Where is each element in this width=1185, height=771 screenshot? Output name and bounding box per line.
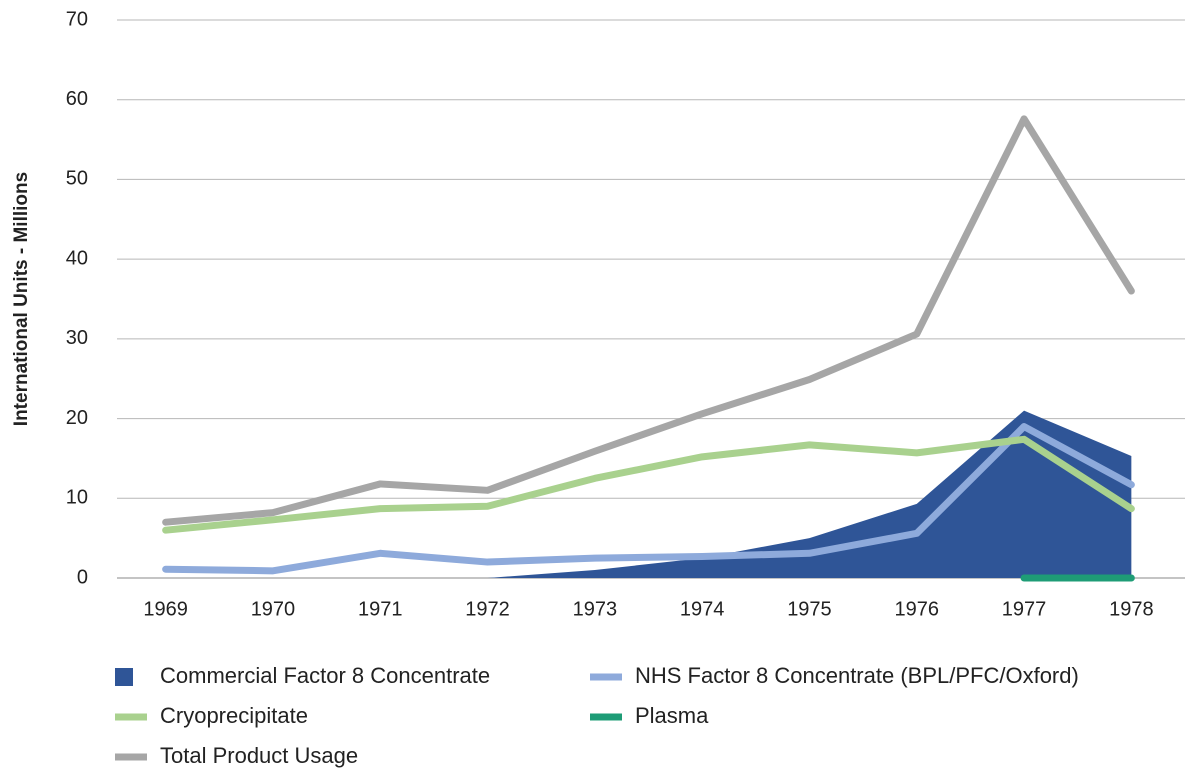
y-tick-label: 30 bbox=[66, 327, 88, 349]
legend-label: Cryoprecipitate bbox=[160, 703, 308, 728]
line bbox=[162, 115, 1135, 526]
x-tick-label: 1974 bbox=[680, 598, 725, 620]
legend-label: Plasma bbox=[635, 703, 709, 728]
area bbox=[487, 410, 1132, 578]
legend-swatch bbox=[115, 668, 133, 686]
legend-label: NHS Factor 8 Concentrate (BPL/PFC/Oxford… bbox=[635, 663, 1079, 688]
y-tick-label: 10 bbox=[66, 487, 88, 509]
x-tick-label: 1976 bbox=[895, 598, 940, 620]
x-tick-label: 1977 bbox=[1002, 598, 1047, 620]
x-tick-label: 1969 bbox=[143, 598, 188, 620]
y-tick-label: 40 bbox=[66, 247, 88, 269]
y-tick-label: 70 bbox=[66, 8, 88, 30]
y-tick-label: 60 bbox=[66, 88, 88, 110]
y-tick-label: 20 bbox=[66, 407, 88, 429]
x-tick-label: 1973 bbox=[573, 598, 618, 620]
x-tick-label: 1978 bbox=[1109, 598, 1154, 620]
legend-label: Total Product Usage bbox=[160, 743, 358, 768]
y-tick-label: 50 bbox=[66, 168, 88, 190]
x-tick-label: 1972 bbox=[465, 598, 510, 620]
line bbox=[162, 423, 1135, 575]
legend-label: Commercial Factor 8 Concentrate bbox=[160, 663, 490, 688]
x-tick-label: 1975 bbox=[787, 598, 832, 620]
y-tick-label: 0 bbox=[77, 566, 88, 588]
x-tick-label: 1970 bbox=[251, 598, 296, 620]
line bbox=[162, 435, 1135, 534]
y-axis-label: International Units - Millions bbox=[11, 172, 32, 426]
x-tick-label: 1971 bbox=[358, 598, 403, 620]
